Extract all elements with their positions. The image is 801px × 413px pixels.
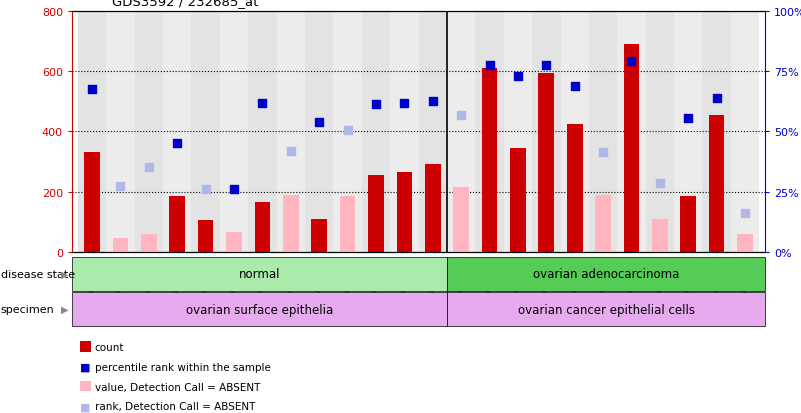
Point bbox=[341, 127, 354, 134]
Point bbox=[682, 115, 694, 122]
Bar bbox=[681, 197, 696, 252]
Text: GDS3592 / 232685_at: GDS3592 / 232685_at bbox=[112, 0, 259, 8]
Text: rank, Detection Call = ABSENT: rank, Detection Call = ABSENT bbox=[95, 401, 255, 411]
Bar bbox=[624, 45, 639, 252]
Bar bbox=[107, 12, 135, 252]
Text: percentile rank within the sample: percentile rank within the sample bbox=[95, 362, 271, 372]
Bar bbox=[362, 12, 390, 252]
Text: disease state: disease state bbox=[1, 269, 75, 279]
Bar bbox=[646, 12, 674, 252]
Point bbox=[398, 100, 411, 107]
Text: ▶: ▶ bbox=[61, 304, 68, 314]
Bar bbox=[425, 165, 441, 252]
Bar bbox=[113, 238, 128, 252]
Bar bbox=[312, 219, 327, 252]
Point bbox=[710, 96, 723, 102]
Point bbox=[369, 102, 382, 109]
Point bbox=[455, 112, 468, 119]
Bar bbox=[709, 116, 724, 252]
Bar bbox=[674, 12, 702, 252]
Bar bbox=[305, 12, 333, 252]
Bar bbox=[72, 292, 448, 326]
Point bbox=[171, 141, 183, 147]
Text: ■: ■ bbox=[80, 362, 91, 372]
Bar bbox=[561, 12, 589, 252]
Bar bbox=[510, 149, 525, 252]
Bar bbox=[248, 12, 276, 252]
Bar bbox=[396, 173, 413, 252]
Point bbox=[199, 186, 212, 192]
Bar bbox=[481, 69, 497, 252]
Bar bbox=[538, 74, 554, 252]
Bar bbox=[475, 12, 504, 252]
Text: normal: normal bbox=[239, 268, 280, 281]
Point bbox=[256, 100, 269, 107]
Bar bbox=[447, 12, 475, 252]
Text: value, Detection Call = ABSENT: value, Detection Call = ABSENT bbox=[95, 382, 260, 392]
Bar bbox=[448, 292, 765, 326]
Text: specimen: specimen bbox=[1, 304, 54, 314]
Bar bbox=[135, 12, 163, 252]
Bar bbox=[368, 176, 384, 252]
Point bbox=[654, 180, 666, 186]
Text: ovarian surface epithelia: ovarian surface epithelia bbox=[186, 303, 333, 316]
Point bbox=[143, 165, 155, 171]
Point bbox=[597, 150, 610, 157]
Bar bbox=[219, 12, 248, 252]
Bar bbox=[737, 234, 753, 252]
Bar bbox=[191, 12, 219, 252]
Text: ovarian cancer epithelial cells: ovarian cancer epithelial cells bbox=[517, 303, 694, 316]
Text: ■: ■ bbox=[80, 401, 91, 411]
Point bbox=[625, 59, 638, 65]
Bar bbox=[169, 197, 185, 252]
Point bbox=[312, 120, 325, 126]
Bar bbox=[731, 12, 759, 252]
Point bbox=[227, 186, 240, 192]
Bar bbox=[448, 257, 765, 291]
Point bbox=[86, 87, 99, 94]
Bar bbox=[333, 12, 362, 252]
Point bbox=[568, 84, 581, 90]
Point bbox=[114, 183, 127, 189]
Bar bbox=[589, 12, 618, 252]
Bar bbox=[504, 12, 532, 252]
Bar bbox=[702, 12, 731, 252]
Text: ovarian adenocarcinoma: ovarian adenocarcinoma bbox=[533, 268, 679, 281]
Text: ▶: ▶ bbox=[61, 269, 68, 279]
Bar bbox=[72, 257, 448, 291]
Bar bbox=[255, 202, 270, 252]
Bar bbox=[283, 195, 299, 252]
Point bbox=[426, 99, 439, 105]
Bar bbox=[198, 221, 213, 252]
Point bbox=[540, 63, 553, 70]
Point bbox=[284, 148, 297, 155]
Bar bbox=[453, 188, 469, 252]
Bar bbox=[567, 125, 582, 252]
Bar bbox=[618, 12, 646, 252]
Bar bbox=[226, 233, 242, 252]
Point bbox=[512, 74, 525, 80]
Bar bbox=[595, 195, 611, 252]
Bar bbox=[418, 12, 447, 252]
Text: count: count bbox=[95, 342, 124, 352]
Bar bbox=[532, 12, 561, 252]
Bar bbox=[340, 197, 356, 252]
Bar bbox=[390, 12, 418, 252]
Bar bbox=[78, 12, 107, 252]
Bar bbox=[276, 12, 305, 252]
Bar bbox=[84, 153, 100, 252]
Bar bbox=[141, 234, 156, 252]
Bar bbox=[652, 219, 668, 252]
Point bbox=[483, 63, 496, 70]
Bar bbox=[163, 12, 191, 252]
Point bbox=[739, 210, 751, 216]
